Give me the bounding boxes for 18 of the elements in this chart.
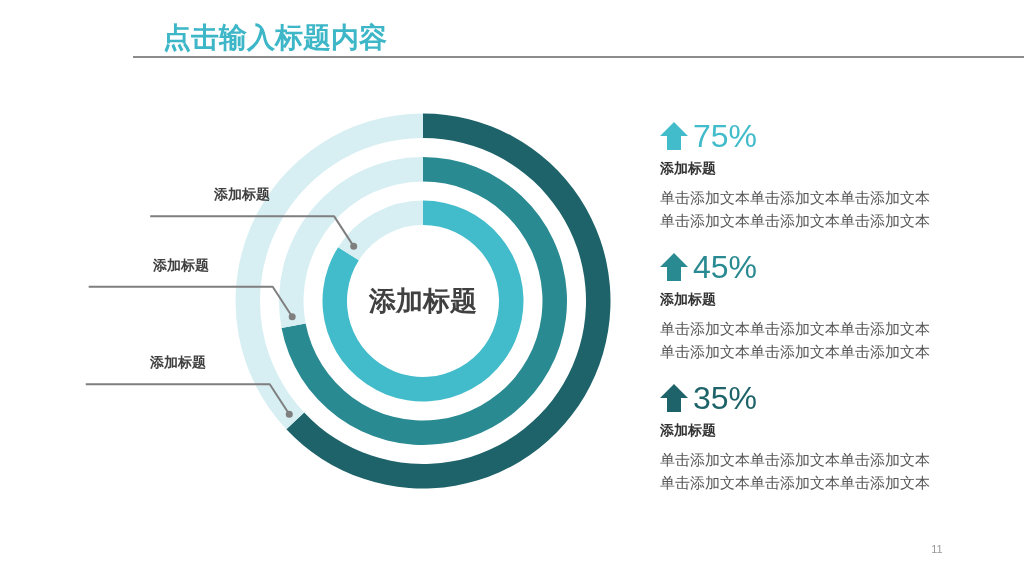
text: 添加标题 bbox=[659, 160, 716, 176]
text: 75% bbox=[693, 118, 758, 154]
slice-label: 添加标题 bbox=[213, 186, 271, 203]
text: 添加标题 bbox=[659, 422, 716, 438]
text: 单击添加文本单击添加文本单击添加文本 bbox=[660, 450, 930, 468]
slice-label: 添加标题 bbox=[148, 354, 206, 371]
text: 单击添加文本单击添加文本单击添加文本 bbox=[660, 211, 930, 229]
text: 单击添加文本单击添加文本单击添加文本 bbox=[660, 188, 930, 206]
chart-title: 点击输入标题内容 bbox=[163, 21, 387, 53]
text: 单击添加文本单击添加文本单击添加文本 bbox=[660, 473, 930, 491]
text: 添加标题 bbox=[659, 291, 716, 307]
slice-label: 添加标题 bbox=[151, 256, 209, 273]
text: 单击添加文本单击添加文本单击添加文本 bbox=[660, 319, 930, 337]
text: 单击添加文本单击添加文本单击添加文本 bbox=[660, 342, 930, 360]
text: 35% bbox=[693, 380, 758, 416]
text: 45% bbox=[693, 249, 758, 285]
text: 添加标题 bbox=[368, 286, 477, 316]
text: 11 bbox=[931, 543, 943, 555]
